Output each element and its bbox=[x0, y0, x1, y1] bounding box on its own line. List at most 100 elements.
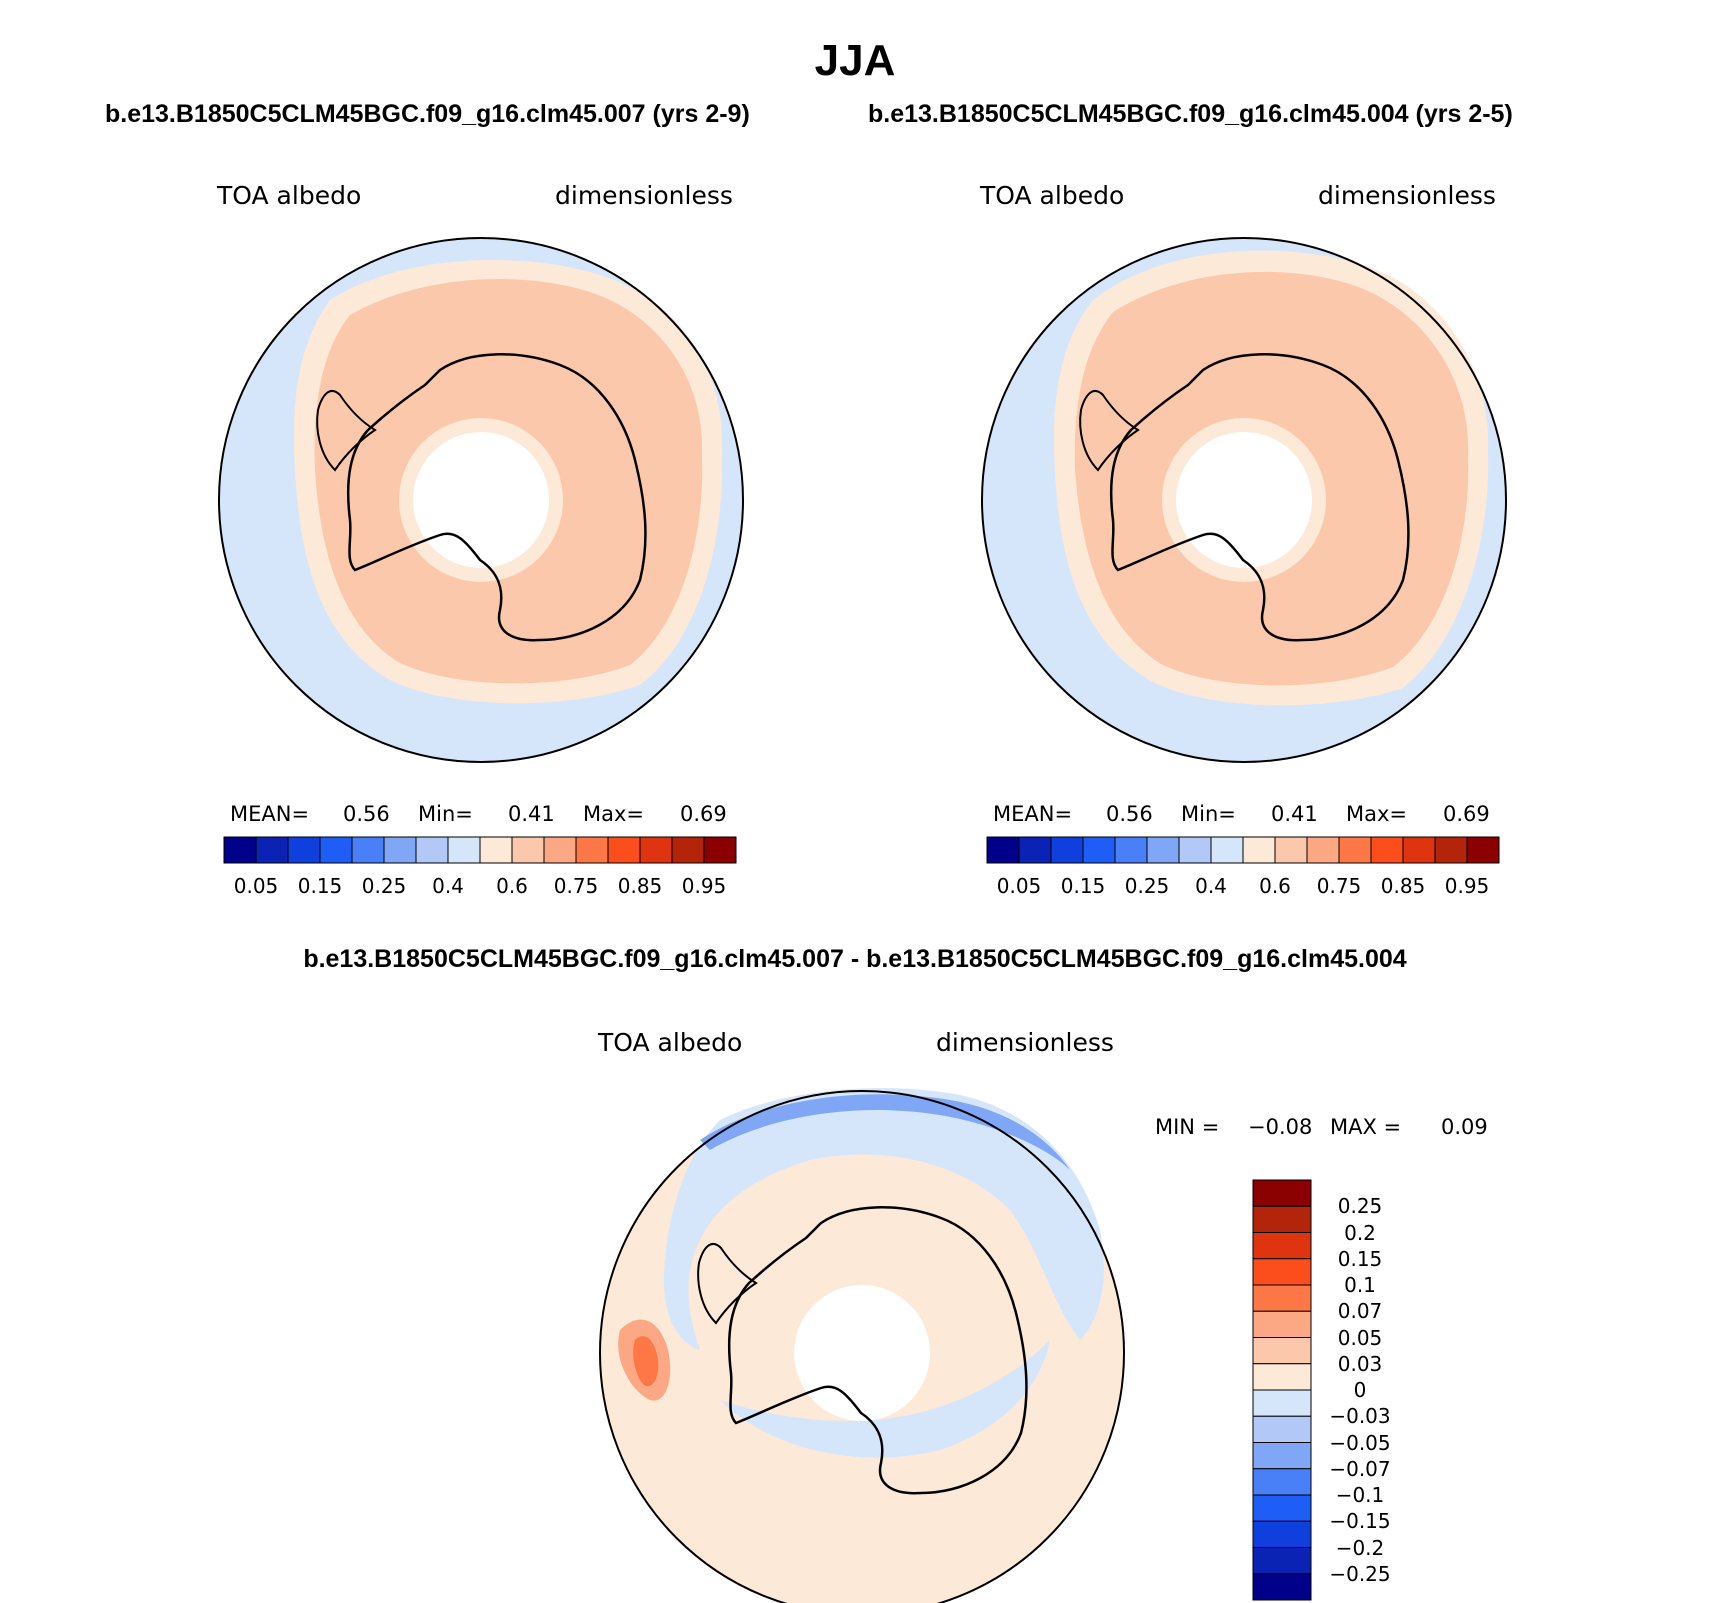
difference-tick: −0.05 bbox=[1329, 1430, 1391, 1455]
panel2-colorbar-cell bbox=[1434, 836, 1468, 864]
panel1-colorbar-cell bbox=[255, 836, 289, 864]
panel2-colorbar-cell bbox=[1274, 836, 1308, 864]
panel1-colorbar-cell bbox=[671, 836, 705, 864]
panel2-map-group bbox=[981, 237, 1507, 763]
panel1-tick: 0.6 bbox=[496, 874, 528, 898]
panel2-colorbar-cell bbox=[1466, 836, 1500, 864]
panel1-tick: 0.25 bbox=[361, 874, 407, 898]
panel2-antarctica-coastline bbox=[1109, 353, 1410, 642]
panel2-min-label: Min= bbox=[1181, 802, 1236, 826]
panel2-tick: 0.05 bbox=[996, 874, 1042, 898]
panel1-tick: 0.95 bbox=[681, 874, 727, 898]
panel2-colorbar-cell bbox=[1210, 836, 1244, 864]
difference-colorbar bbox=[1252, 1179, 1312, 1601]
difference-tick: 0.2 bbox=[1344, 1220, 1376, 1245]
difference-tick: 0.07 bbox=[1337, 1299, 1383, 1324]
difference-min-label: MIN = bbox=[1155, 1115, 1220, 1139]
panel1-units-label: dimensionless bbox=[555, 181, 733, 210]
panel2-tick: 0.25 bbox=[1124, 874, 1170, 898]
panel1-mean-label: MEAN= bbox=[230, 802, 310, 826]
panel1-colorbar-cell bbox=[511, 836, 545, 864]
panel2-tick: 0.95 bbox=[1444, 874, 1490, 898]
figure-title: JJA bbox=[814, 36, 896, 85]
difference-colorbar-cell bbox=[1252, 1389, 1312, 1417]
difference-max-value: 0.09 bbox=[1441, 1115, 1488, 1139]
panel2-colorbar-cell bbox=[1338, 836, 1372, 864]
difference-colorbar-cell bbox=[1252, 1494, 1312, 1522]
panel2-run-title: b.e13.B1850C5CLM45BGC.f09_g16.clm45.004 … bbox=[868, 100, 1513, 128]
panel2-min-value: 0.41 bbox=[1271, 802, 1318, 826]
difference-colorbar-cell bbox=[1252, 1179, 1312, 1207]
difference-colorbar-cell bbox=[1252, 1468, 1312, 1496]
difference-tick: −0.15 bbox=[1329, 1509, 1391, 1534]
panel2-peninsula-coastline bbox=[1079, 390, 1140, 472]
difference-map-group bbox=[599, 1088, 1125, 1603]
panel1-colorbar-cell bbox=[415, 836, 449, 864]
difference-title: b.e13.B1850C5CLM45BGC.f09_g16.clm45.007 … bbox=[303, 945, 1407, 973]
panel2-colorbar-cell bbox=[1050, 836, 1084, 864]
panel2-map-border bbox=[981, 237, 1507, 763]
panel1-mean-value: 0.56 bbox=[343, 802, 390, 826]
difference-colorbar-cell bbox=[1252, 1284, 1312, 1312]
panel2-mean-value: 0.56 bbox=[1106, 802, 1153, 826]
difference-colorbar-cell bbox=[1252, 1415, 1312, 1443]
difference-tick: −0.07 bbox=[1329, 1456, 1391, 1481]
panel2-colorbar-cell bbox=[1114, 836, 1148, 864]
panel1-colorbar-cell bbox=[447, 836, 481, 864]
panel1-colorbar-cell bbox=[351, 836, 385, 864]
panel1-min-label: Min= bbox=[418, 802, 473, 826]
difference-colorbar-cell bbox=[1252, 1232, 1312, 1260]
panel2-mean-label: MEAN= bbox=[993, 802, 1073, 826]
panel2-max-value: 0.69 bbox=[1443, 802, 1490, 826]
difference-min-value: −0.08 bbox=[1248, 1115, 1313, 1139]
difference-colorbar-cell bbox=[1252, 1520, 1312, 1548]
difference-max-label: MAX = bbox=[1330, 1115, 1402, 1139]
panel1-colorbar-cell bbox=[639, 836, 673, 864]
panel1-antarctica-coastline bbox=[346, 353, 647, 642]
panel1-peninsula-coastline bbox=[316, 390, 377, 472]
panel1-colorbar-cell bbox=[223, 836, 257, 864]
panel1-colorbar-cell bbox=[287, 836, 321, 864]
panel1-colorbar-cell bbox=[543, 836, 577, 864]
panel1-run-title: b.e13.B1850C5CLM45BGC.f09_g16.clm45.007 … bbox=[105, 100, 750, 128]
difference-colorbar-cell bbox=[1252, 1258, 1312, 1286]
difference-tick: 0 bbox=[1353, 1378, 1367, 1402]
panel1-colorbar-cell bbox=[383, 836, 417, 864]
difference-tick: 0.25 bbox=[1337, 1194, 1383, 1219]
difference-colorbar-cell bbox=[1252, 1310, 1312, 1338]
difference-variable-label: TOA albedo bbox=[598, 1028, 743, 1057]
panel1-tick: 0.75 bbox=[553, 874, 599, 898]
difference-tick: 0.03 bbox=[1337, 1351, 1383, 1376]
panel2-colorbar-cell bbox=[1242, 836, 1276, 864]
difference-tick: 0.15 bbox=[1337, 1246, 1383, 1271]
difference-peninsula-coastline bbox=[697, 1243, 758, 1325]
panel1-tick: 0.85 bbox=[617, 874, 663, 898]
panel1-max-label: Max= bbox=[583, 802, 645, 826]
panel2-variable-label: TOA albedo bbox=[980, 181, 1125, 210]
difference-tick: 0.1 bbox=[1344, 1273, 1376, 1297]
panel2-units-label: dimensionless bbox=[1318, 181, 1496, 210]
panel2-colorbar-cell bbox=[1082, 836, 1116, 864]
panel1-min-value: 0.41 bbox=[508, 802, 555, 826]
difference-tick: 0.05 bbox=[1337, 1325, 1383, 1350]
difference-colorbar-cell bbox=[1252, 1205, 1312, 1233]
panel2-max-label: Max= bbox=[1346, 802, 1408, 826]
panel1-colorbar-cell bbox=[319, 836, 353, 864]
difference-colorbar-cell bbox=[1252, 1363, 1312, 1391]
panel2-colorbar-cell bbox=[1402, 836, 1436, 864]
difference-negative-region-south bbox=[720, 1340, 1050, 1458]
difference-colorbar-cell bbox=[1252, 1337, 1312, 1365]
panel2-tick: 0.4 bbox=[1195, 874, 1227, 898]
difference-tick: −0.1 bbox=[1335, 1483, 1385, 1507]
difference-units-label: dimensionless bbox=[936, 1028, 1114, 1057]
panel2-colorbar-cell bbox=[1306, 836, 1340, 864]
difference-antarctica-coastline bbox=[727, 1206, 1028, 1495]
panel1-tick: 0.05 bbox=[233, 874, 279, 898]
difference-colorbar-cell bbox=[1252, 1442, 1312, 1470]
panel1-variable-label: TOA albedo bbox=[217, 181, 362, 210]
panel1-map-group bbox=[218, 237, 744, 763]
panel2-tick: 0.15 bbox=[1060, 874, 1106, 898]
